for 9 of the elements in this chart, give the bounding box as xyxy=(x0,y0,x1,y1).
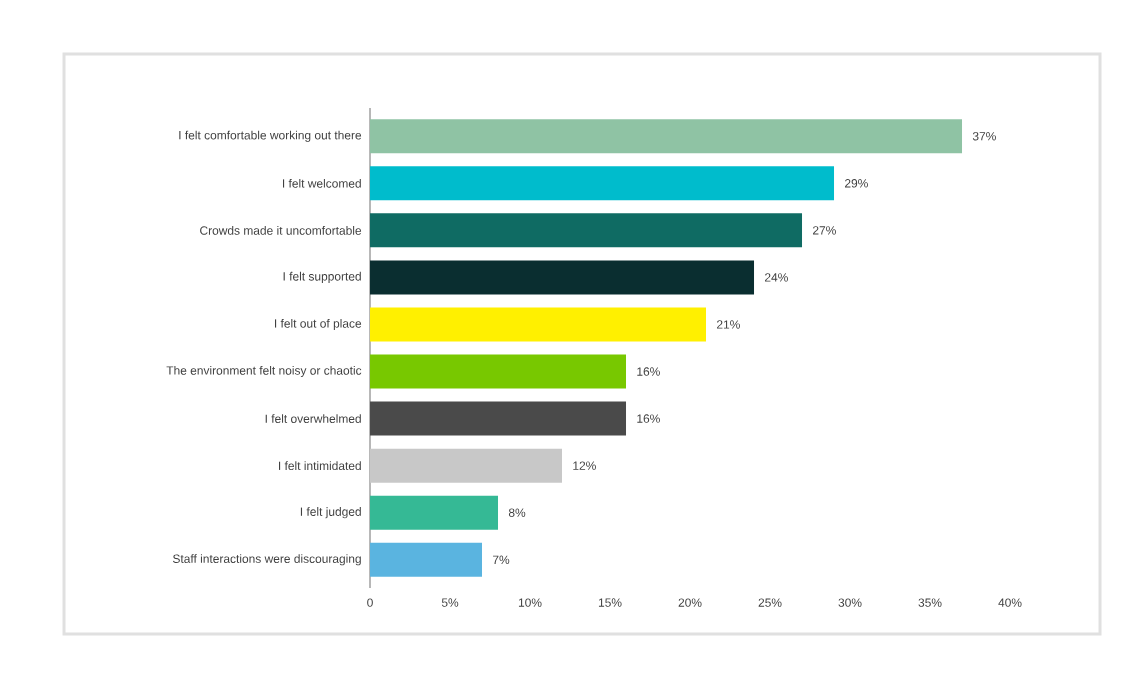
bar xyxy=(370,448,563,483)
bar xyxy=(370,307,707,342)
bar xyxy=(370,119,963,154)
bar xyxy=(370,542,483,577)
bar xyxy=(370,354,627,389)
bar xyxy=(370,495,499,530)
bar xyxy=(370,166,835,201)
bar xyxy=(370,260,755,295)
bar xyxy=(370,213,803,248)
